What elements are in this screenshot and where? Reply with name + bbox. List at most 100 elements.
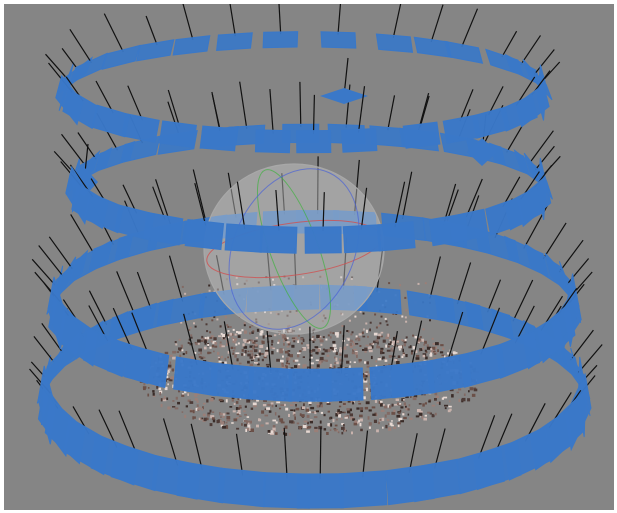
point	[404, 339, 407, 341]
point	[209, 346, 212, 349]
point	[204, 337, 207, 339]
point	[385, 344, 387, 348]
point	[268, 432, 271, 434]
point	[236, 331, 238, 333]
point	[377, 358, 382, 361]
camera-frustum	[217, 433, 267, 508]
point	[415, 357, 420, 360]
point	[280, 421, 285, 424]
point	[143, 383, 146, 386]
point	[339, 353, 342, 356]
point	[152, 390, 155, 393]
point	[331, 347, 334, 351]
point	[293, 336, 298, 340]
point	[284, 432, 288, 436]
point	[320, 404, 323, 408]
point	[251, 340, 256, 344]
point	[284, 403, 286, 407]
camera-frustum	[254, 89, 291, 154]
point	[424, 340, 427, 344]
point	[382, 339, 386, 343]
point	[340, 276, 343, 279]
point	[400, 420, 404, 423]
point	[301, 348, 304, 350]
point	[431, 346, 436, 349]
point	[282, 355, 284, 358]
point	[237, 335, 241, 338]
point	[218, 398, 223, 401]
point	[169, 379, 173, 382]
point	[374, 399, 378, 403]
point	[363, 396, 366, 400]
point	[181, 394, 185, 397]
point	[312, 338, 316, 342]
point	[166, 378, 169, 380]
point	[371, 406, 376, 409]
point	[443, 396, 448, 399]
point	[275, 432, 278, 435]
point	[430, 352, 433, 356]
camera-frustum	[272, 247, 320, 311]
point	[286, 341, 290, 344]
point	[289, 354, 293, 358]
point	[384, 317, 387, 320]
point	[283, 330, 285, 334]
point	[346, 360, 350, 364]
point	[227, 351, 230, 354]
point	[365, 344, 369, 347]
point	[254, 340, 258, 342]
point	[182, 353, 185, 356]
point	[294, 365, 298, 368]
point	[410, 351, 413, 355]
point	[264, 354, 267, 357]
point	[386, 323, 389, 326]
point	[237, 397, 240, 401]
point	[236, 412, 241, 415]
point	[226, 416, 231, 420]
point	[248, 339, 252, 342]
point	[311, 276, 314, 278]
point	[188, 338, 191, 341]
point	[147, 393, 150, 397]
point	[392, 312, 395, 315]
point	[435, 342, 439, 346]
point	[262, 404, 267, 407]
point	[202, 413, 206, 417]
camera-frustum	[34, 271, 67, 350]
point	[396, 361, 400, 365]
point	[189, 326, 192, 329]
point	[444, 355, 446, 358]
camera-frustum	[173, 313, 219, 397]
point	[254, 354, 258, 357]
camera-frustum	[495, 305, 541, 379]
point	[241, 349, 244, 352]
camera-frustum	[341, 86, 378, 153]
point	[266, 347, 268, 350]
point	[249, 326, 252, 329]
3d-viewport[interactable]	[4, 4, 614, 510]
point	[222, 415, 225, 419]
point	[350, 278, 353, 280]
point	[374, 313, 377, 316]
point	[271, 339, 274, 343]
point	[370, 355, 373, 360]
point	[260, 330, 264, 334]
point	[187, 393, 189, 396]
point	[243, 324, 246, 327]
point	[265, 363, 270, 366]
camera-frustum	[60, 161, 92, 225]
point	[388, 343, 392, 346]
camera-frustum	[262, 427, 311, 509]
scene-canvas[interactable]	[4, 4, 614, 510]
point	[164, 351, 169, 355]
point	[319, 356, 324, 360]
point	[236, 358, 239, 362]
point	[290, 409, 294, 411]
point	[250, 339, 253, 342]
trackball-z-ring[interactable]	[204, 148, 384, 351]
point	[218, 335, 222, 338]
point	[246, 340, 249, 343]
point	[207, 351, 212, 354]
point	[371, 342, 374, 345]
point	[364, 361, 368, 364]
